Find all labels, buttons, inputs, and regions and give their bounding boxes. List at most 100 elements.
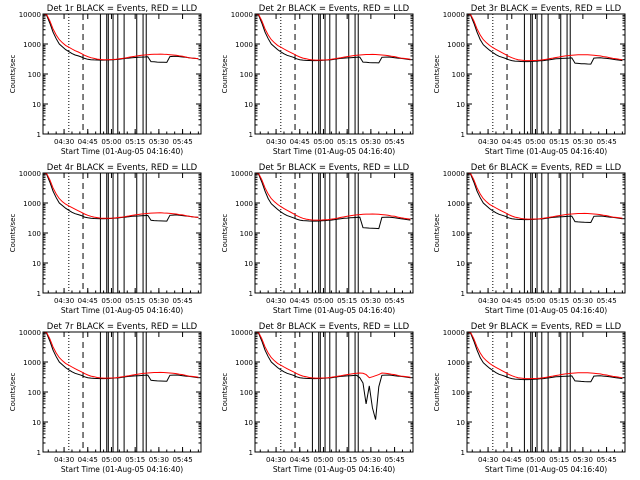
x-tick-label: 05:15	[337, 297, 357, 305]
y-tick-label: 10	[32, 260, 41, 268]
y-tick-label: 1000	[447, 41, 465, 49]
plot-frame	[254, 172, 414, 294]
y-tick-label: 1	[249, 290, 253, 298]
series-line-lld	[467, 172, 623, 220]
y-tick-label: 10	[244, 260, 253, 268]
x-tick-label: 05:15	[125, 297, 145, 305]
y-axis-label: Counts/sec	[9, 214, 17, 253]
x-axis-label: Start Time (01-Aug-05 04:16:40)	[485, 465, 607, 474]
plot-frame	[466, 331, 626, 453]
y-tick-label: 100	[452, 230, 465, 238]
x-tick-label: 04:45	[502, 138, 522, 146]
y-tick-label: 100	[240, 71, 253, 79]
series-line-events	[255, 172, 411, 230]
x-tick-label: 04:45	[78, 297, 98, 305]
x-tick-label: 04:45	[502, 297, 522, 305]
y-tick-label: 1000	[235, 359, 253, 367]
x-tick-label: 05:45	[172, 297, 192, 305]
series-line-lld	[255, 331, 411, 379]
y-axis-label: Counts/sec	[221, 214, 229, 253]
y-tick-label: 10	[244, 101, 253, 109]
x-axis-label: Start Time (01-Aug-05 04:16:40)	[273, 465, 395, 474]
x-tick-label: 05:30	[361, 138, 381, 146]
y-tick-label: 100	[240, 230, 253, 238]
series-line-lld	[467, 13, 623, 62]
panel-det-8: Det 8r BLACK = Events, RED = LLD 1 10 100 10…	[221, 322, 414, 474]
series-line-events	[467, 13, 623, 65]
x-tick-label: 05:00	[525, 456, 545, 464]
panel-title: Det 9r BLACK = Events, RED = LLD	[471, 322, 622, 332]
y-tick-label: 10000	[443, 170, 465, 178]
y-tick-label: 10000	[231, 170, 253, 178]
x-tick-label: 04:30	[478, 297, 498, 305]
y-axis-label: Counts/sec	[221, 373, 229, 412]
x-axis-label: Start Time (01-Aug-05 04:16:40)	[485, 147, 607, 156]
y-tick-label: 10	[32, 419, 41, 427]
y-axis-label: Counts/sec	[221, 55, 229, 94]
x-axis-label: Start Time (01-Aug-05 04:16:40)	[61, 306, 183, 315]
y-axis-label: Counts/sec	[433, 214, 441, 253]
x-tick-label: 04:30	[478, 456, 498, 464]
x-tick-label: 05:30	[361, 456, 381, 464]
x-tick-label: 05:15	[337, 456, 357, 464]
series-line-lld	[43, 331, 199, 379]
panel-title: Det 3r BLACK = Events, RED = LLD	[471, 4, 622, 14]
y-tick-label: 10	[456, 101, 465, 109]
panel-title: Det 1r BLACK = Events, RED = LLD	[47, 4, 198, 14]
panel-title: Det 5r BLACK = Events, RED = LLD	[259, 163, 410, 173]
x-tick-label: 05:30	[149, 138, 169, 146]
x-tick-label: 05:45	[596, 297, 616, 305]
y-tick-label: 10000	[443, 11, 465, 19]
x-tick-label: 05:45	[384, 297, 404, 305]
x-tick-label: 05:00	[313, 456, 333, 464]
panel-det-1: Det 1r BLACK = Events, RED = LLD 1 10 100 10…	[9, 4, 202, 156]
y-tick-label: 10000	[19, 170, 41, 178]
x-tick-label: 05:30	[361, 297, 381, 305]
y-tick-label: 10	[244, 419, 253, 427]
y-tick-label: 1000	[23, 359, 41, 367]
y-axis-label: Counts/sec	[9, 55, 17, 94]
y-tick-label: 10	[456, 260, 465, 268]
panel-title: Det 8r BLACK = Events, RED = LLD	[259, 322, 410, 332]
series-line-events	[467, 331, 623, 383]
panel-det-9: Det 9r BLACK = Events, RED = LLD 1 10 100 10…	[433, 322, 626, 474]
x-tick-label: 04:45	[78, 138, 98, 146]
y-tick-label: 100	[28, 389, 41, 397]
x-tick-label: 05:45	[384, 456, 404, 464]
series-line-lld	[255, 172, 411, 221]
panel-det-4: Det 4r BLACK = Events, RED = LLD 1 10 100 10…	[9, 163, 202, 315]
x-tick-label: 05:45	[384, 138, 404, 146]
x-tick-label: 05:15	[549, 297, 569, 305]
y-tick-label: 100	[240, 389, 253, 397]
x-tick-label: 04:45	[78, 456, 98, 464]
plot-frame	[466, 172, 626, 294]
x-tick-label: 05:30	[573, 138, 593, 146]
y-tick-label: 1	[249, 449, 253, 457]
y-tick-label: 1	[461, 290, 465, 298]
y-tick-label: 100	[452, 389, 465, 397]
series-line-events	[467, 172, 623, 224]
y-tick-label: 10000	[231, 11, 253, 19]
x-tick-label: 05:30	[149, 297, 169, 305]
x-tick-label: 05:45	[172, 456, 192, 464]
plot-frame	[466, 13, 626, 135]
y-tick-label: 1	[461, 131, 465, 139]
y-tick-label: 10000	[19, 11, 41, 19]
x-tick-label: 04:30	[54, 138, 74, 146]
x-tick-label: 05:45	[172, 138, 192, 146]
series-line-lld	[43, 172, 199, 219]
x-tick-label: 05:15	[549, 138, 569, 146]
x-tick-label: 05:00	[101, 456, 121, 464]
panel-title: Det 6r BLACK = Events, RED = LLD	[471, 163, 622, 173]
x-tick-label: 05:00	[525, 297, 545, 305]
series-line-events	[255, 331, 411, 420]
series-line-lld	[467, 331, 623, 380]
y-axis-label: Counts/sec	[433, 373, 441, 412]
panel-det-2: Det 2r BLACK = Events, RED = LLD 1 10 100 10…	[221, 4, 414, 156]
panel-det-7: Det 7r BLACK = Events, RED = LLD 1 10 100 10…	[9, 322, 202, 474]
x-tick-label: 05:15	[125, 456, 145, 464]
x-axis-label: Start Time (01-Aug-05 04:16:40)	[61, 465, 183, 474]
y-tick-label: 10	[32, 101, 41, 109]
y-axis-label: Counts/sec	[9, 373, 17, 412]
x-tick-label: 05:45	[596, 138, 616, 146]
